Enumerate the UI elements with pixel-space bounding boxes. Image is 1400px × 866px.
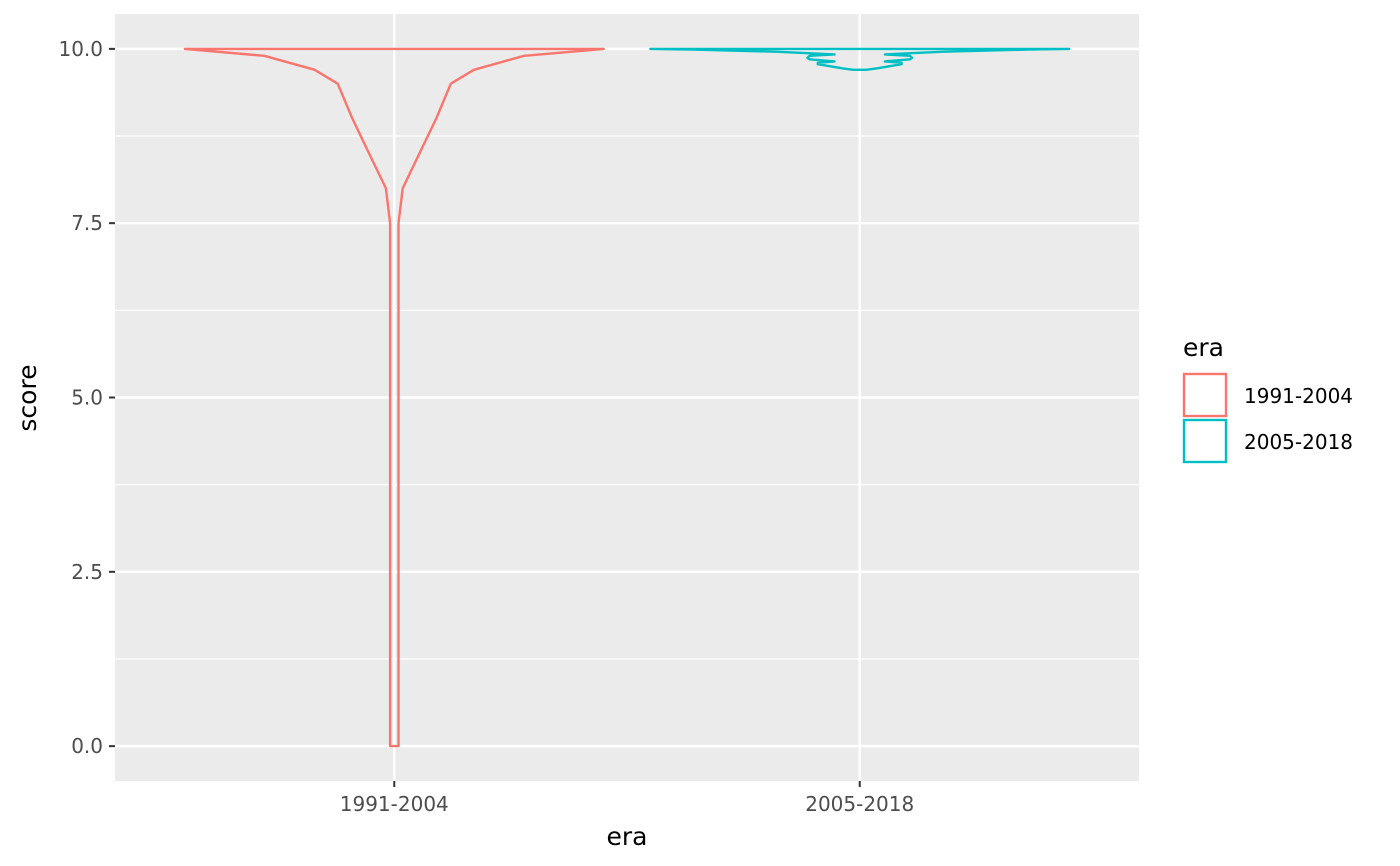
x-axis: 1991-2004 2005-2018	[340, 781, 914, 816]
legend-key	[1184, 374, 1226, 416]
legend-label: 2005-2018	[1244, 430, 1353, 454]
x-tick-label: 1991-2004	[340, 792, 449, 816]
y-axis: 0.0 2.5 5.0 7.5 10.0	[58, 37, 115, 758]
legend-label: 1991-2004	[1244, 384, 1353, 408]
y-tick-label: 0.0	[71, 734, 103, 758]
y-tick-label: 2.5	[71, 560, 103, 584]
legend: era 1991-2004 2005-2018	[1183, 333, 1353, 462]
legend-key	[1184, 420, 1226, 462]
y-tick-label: 10.0	[58, 37, 103, 61]
x-tick-label: 2005-2018	[805, 792, 914, 816]
y-tick-label: 5.0	[71, 386, 103, 410]
legend-title: era	[1183, 333, 1224, 362]
y-tick-label: 7.5	[71, 211, 103, 235]
x-axis-title: era	[607, 822, 648, 851]
y-axis-title: score	[13, 364, 42, 431]
